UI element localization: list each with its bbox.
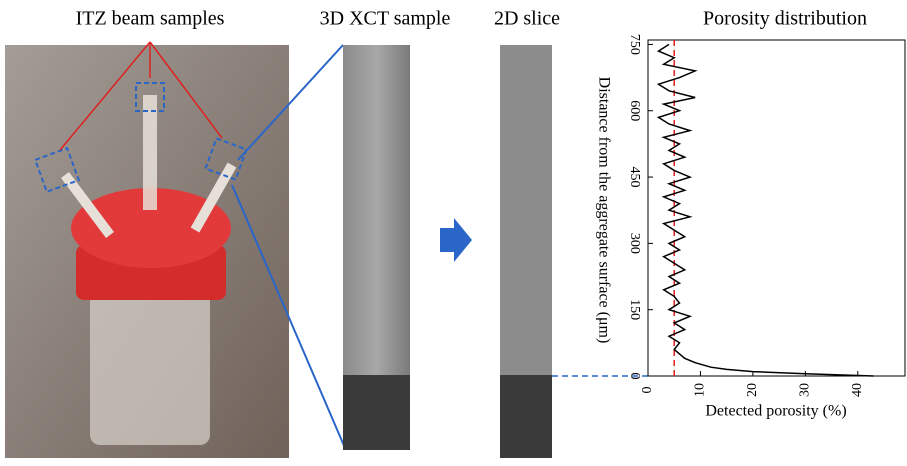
beam <box>61 172 114 238</box>
highlight-box <box>33 146 81 194</box>
link-line <box>237 44 344 161</box>
highlight-box <box>204 137 248 181</box>
y-tick-label: 750 <box>627 34 642 55</box>
slice-image <box>500 45 552 375</box>
pointer-arrow <box>59 41 151 151</box>
chart: Porosity distribution Detected porosity … <box>595 8 906 420</box>
flow-arrow <box>440 218 472 262</box>
x-tick-label: 0 <box>640 387 655 394</box>
highlight-box <box>135 82 165 112</box>
jar <box>90 270 210 445</box>
slice-image-base <box>500 375 552 458</box>
panel-title: 2D slice <box>494 8 560 30</box>
x-tick-label: 30 <box>798 383 813 397</box>
y-tick-label: 0 <box>627 373 642 380</box>
y-tick-label: 450 <box>627 167 642 188</box>
pointer-arrow <box>149 41 223 139</box>
xct-volume-base <box>343 375 410 450</box>
y-tick-label: 600 <box>627 100 642 121</box>
chart-title: Porosity distribution <box>703 8 867 30</box>
link-line <box>231 184 346 449</box>
panel-title: 3D XCT sample <box>320 8 451 30</box>
x-tick-label: 20 <box>745 383 760 397</box>
x-axis-label: Detected porosity (%) <box>705 403 846 420</box>
plot-frame <box>647 39 906 377</box>
panel-title: ITZ beam samples <box>76 8 225 30</box>
y-axis-label: Distance from the aggregate surface (μm) <box>595 77 612 344</box>
x-tick-label: 40 <box>850 383 865 397</box>
lid-top <box>71 188 231 268</box>
beam <box>143 95 157 210</box>
y-tick-label: 300 <box>627 233 642 254</box>
x-tick-label: 10 <box>693 383 708 397</box>
y-tick-label: 150 <box>627 299 642 320</box>
xct-volume <box>343 45 410 375</box>
porosity-line <box>656 43 874 377</box>
